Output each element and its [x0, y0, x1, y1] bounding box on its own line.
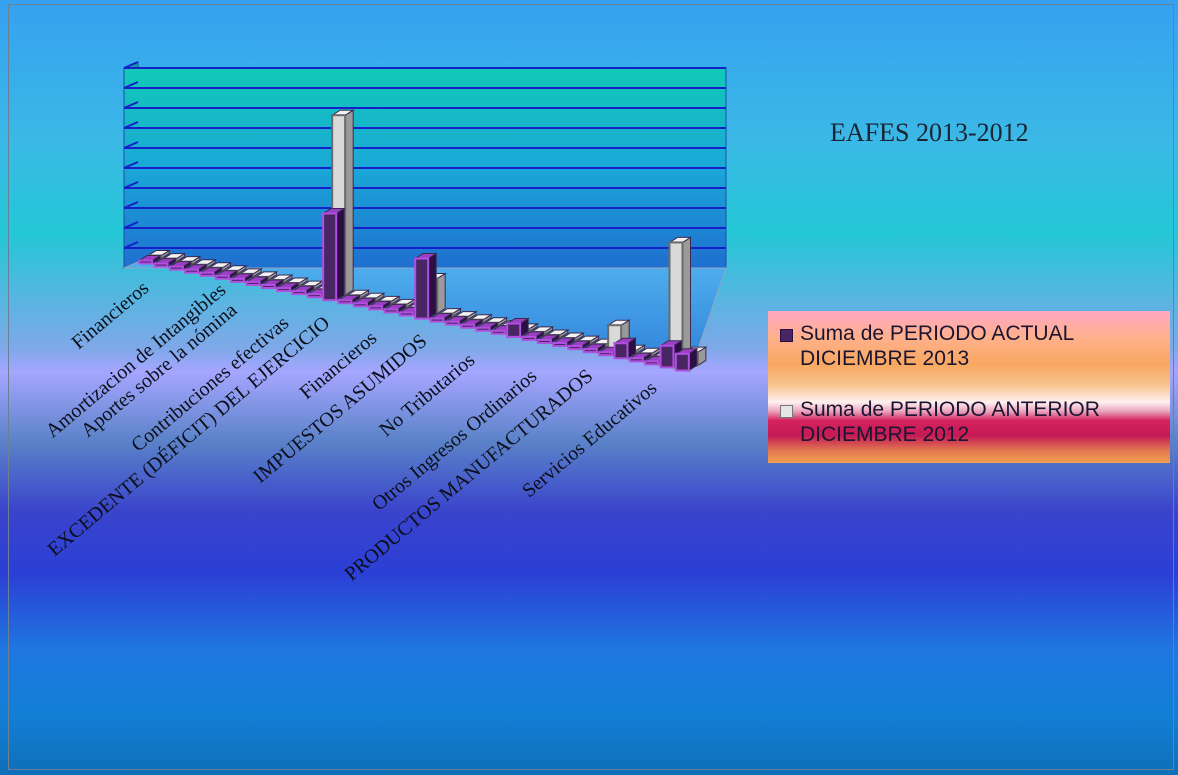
bar-series-1 — [582, 343, 607, 354]
gridline — [123, 61, 139, 69]
bar-series-1 — [214, 269, 239, 280]
chart-frame — [8, 4, 1174, 770]
x-tick-label: Servicios Educativos — [518, 377, 661, 502]
bar-series-1 — [612, 337, 638, 360]
bar-series-1 — [321, 207, 346, 302]
gridline — [123, 241, 139, 249]
bar-series-1 — [183, 263, 208, 274]
bar-series-1 — [152, 257, 178, 268]
bar-series-2 — [667, 236, 693, 364]
bar-series-1 — [244, 276, 270, 286]
legend: Suma de PERIODO ACTUAL DICIEMBRE 2013 Su… — [768, 311, 1170, 463]
bar-series-1 — [551, 337, 576, 348]
bar-series-1 — [628, 352, 653, 363]
legend-label-series-1: Suma de PERIODO ACTUAL DICIEMBRE 2013 — [800, 322, 1074, 370]
bar-series-1 — [536, 334, 561, 344]
bar-series-1 — [566, 340, 592, 351]
gridline — [123, 81, 139, 89]
bar-series-1 — [260, 279, 285, 289]
bar-series-1 — [198, 266, 224, 277]
legend-swatch-series-2 — [780, 405, 793, 418]
bar-series-1 — [367, 300, 392, 311]
bar-series-1 — [459, 318, 484, 329]
gridline — [123, 141, 139, 149]
bar-series-1 — [137, 254, 162, 265]
legend-swatch-series-1 — [780, 329, 793, 342]
gridline — [123, 201, 139, 209]
legend-label-series-2: Suma de PERIODO ANTERIOR DICIEMBRE 2012 — [800, 398, 1100, 446]
bar-series-1 — [505, 317, 530, 338]
chart-title: EAFES 2013-2012 — [830, 118, 1029, 147]
bar-marks — [137, 109, 708, 372]
bar-series-1 — [413, 252, 438, 320]
bar-series-1 — [428, 312, 454, 323]
gridline — [123, 221, 139, 229]
gridline — [123, 121, 139, 129]
bar-series-1 — [336, 294, 362, 305]
bar-series-1 — [444, 315, 469, 326]
bar-series-1 — [352, 297, 377, 308]
gridline — [123, 181, 139, 189]
bar-series-1 — [674, 347, 699, 372]
bar-series-1 — [290, 285, 316, 296]
bar-series-1 — [275, 282, 300, 293]
bar-series-1 — [229, 272, 254, 283]
gridline — [123, 161, 139, 169]
bar-series-1 — [520, 331, 546, 341]
bar-series-1 — [474, 321, 500, 332]
gridline — [123, 101, 139, 109]
bar-series-1 — [168, 260, 193, 271]
bar-series-1 — [382, 303, 408, 314]
